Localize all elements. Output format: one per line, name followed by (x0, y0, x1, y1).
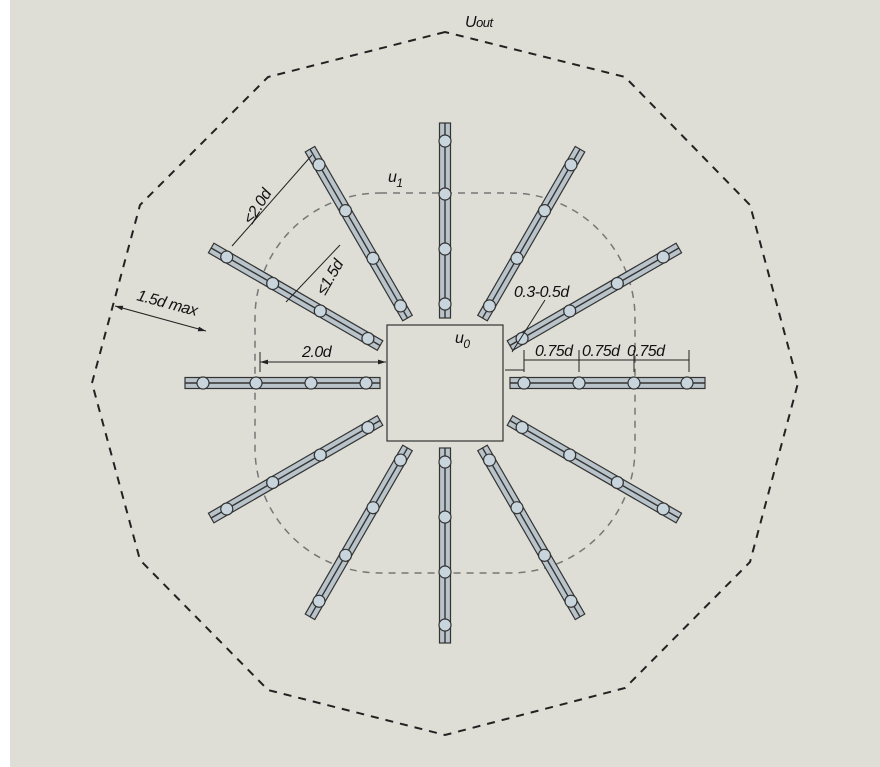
stud (220, 502, 234, 516)
stud (393, 299, 408, 313)
outer-label: Uout (465, 14, 495, 31)
stud (366, 251, 380, 265)
rail-web (509, 419, 680, 519)
rail (438, 447, 452, 644)
stud (266, 475, 280, 490)
rail (509, 376, 706, 390)
leader-line (511, 299, 546, 353)
stud (564, 158, 578, 172)
stud (438, 455, 452, 469)
rails (184, 122, 706, 644)
dimension-label: 0.3-0.5d (514, 284, 570, 301)
stud-spacing: 0.75d 0.75d 0.75d (523, 343, 690, 372)
rail (304, 145, 414, 322)
dimension-label: 2.0d (301, 344, 333, 361)
outer-perimeter (90, 30, 800, 737)
subscript: 0 (463, 337, 470, 351)
subscript: out (476, 15, 494, 30)
stud (515, 420, 529, 435)
stud (338, 204, 353, 218)
stud (627, 376, 641, 390)
stud (656, 250, 670, 264)
label: u (455, 330, 464, 347)
rail (207, 242, 384, 352)
stud (517, 376, 531, 390)
stud (537, 548, 552, 562)
stud (438, 242, 452, 256)
stud (304, 376, 318, 390)
stud (438, 134, 452, 148)
stud (361, 420, 375, 435)
stud (249, 376, 263, 390)
dimension-line (285, 244, 341, 303)
stud (313, 448, 327, 462)
dimension-label: 0.75d (627, 343, 666, 360)
rail (476, 145, 586, 322)
stud (537, 204, 552, 218)
dimension-line (114, 305, 207, 332)
stud (196, 376, 210, 390)
stud (510, 251, 524, 265)
column-label: u0 (455, 330, 470, 351)
label: U (465, 14, 477, 31)
stud (563, 304, 577, 318)
rail (476, 444, 586, 621)
rail-web (481, 447, 581, 618)
stud (366, 501, 380, 515)
stud (361, 331, 375, 346)
column (386, 324, 504, 442)
stud (680, 376, 694, 390)
rail (304, 444, 414, 621)
stud (482, 299, 497, 313)
basic-label: u1 (388, 169, 403, 190)
stud (266, 276, 280, 291)
stud (438, 187, 452, 201)
stud (564, 594, 578, 608)
rail (506, 242, 683, 352)
subscript: 1 (396, 176, 402, 190)
rail-web (309, 447, 409, 618)
rail (438, 122, 452, 319)
rail (207, 414, 384, 524)
stud (220, 250, 234, 264)
stud (312, 594, 326, 608)
stud (610, 276, 624, 291)
stud (482, 453, 497, 467)
stud (572, 376, 586, 390)
stud (656, 502, 670, 516)
stud (438, 565, 452, 579)
rail-web (210, 247, 381, 347)
stud (563, 448, 577, 462)
rail-web (210, 419, 381, 519)
dimension-label: 0.75d (535, 343, 574, 360)
stud (313, 304, 327, 318)
rail-web (309, 148, 409, 319)
stud (610, 475, 624, 490)
dimension-line (231, 154, 313, 247)
stud (338, 548, 353, 562)
rail-web (481, 148, 581, 319)
dimension-label: 0.75d (582, 343, 621, 360)
stud (393, 453, 408, 467)
rail (506, 414, 683, 524)
stud (359, 376, 373, 390)
stud (438, 297, 452, 311)
stud (438, 510, 452, 524)
rail (184, 376, 381, 390)
rail-web (509, 247, 680, 347)
stud (312, 158, 326, 172)
stud (510, 501, 524, 515)
stud (438, 618, 452, 632)
label: u (388, 169, 397, 186)
